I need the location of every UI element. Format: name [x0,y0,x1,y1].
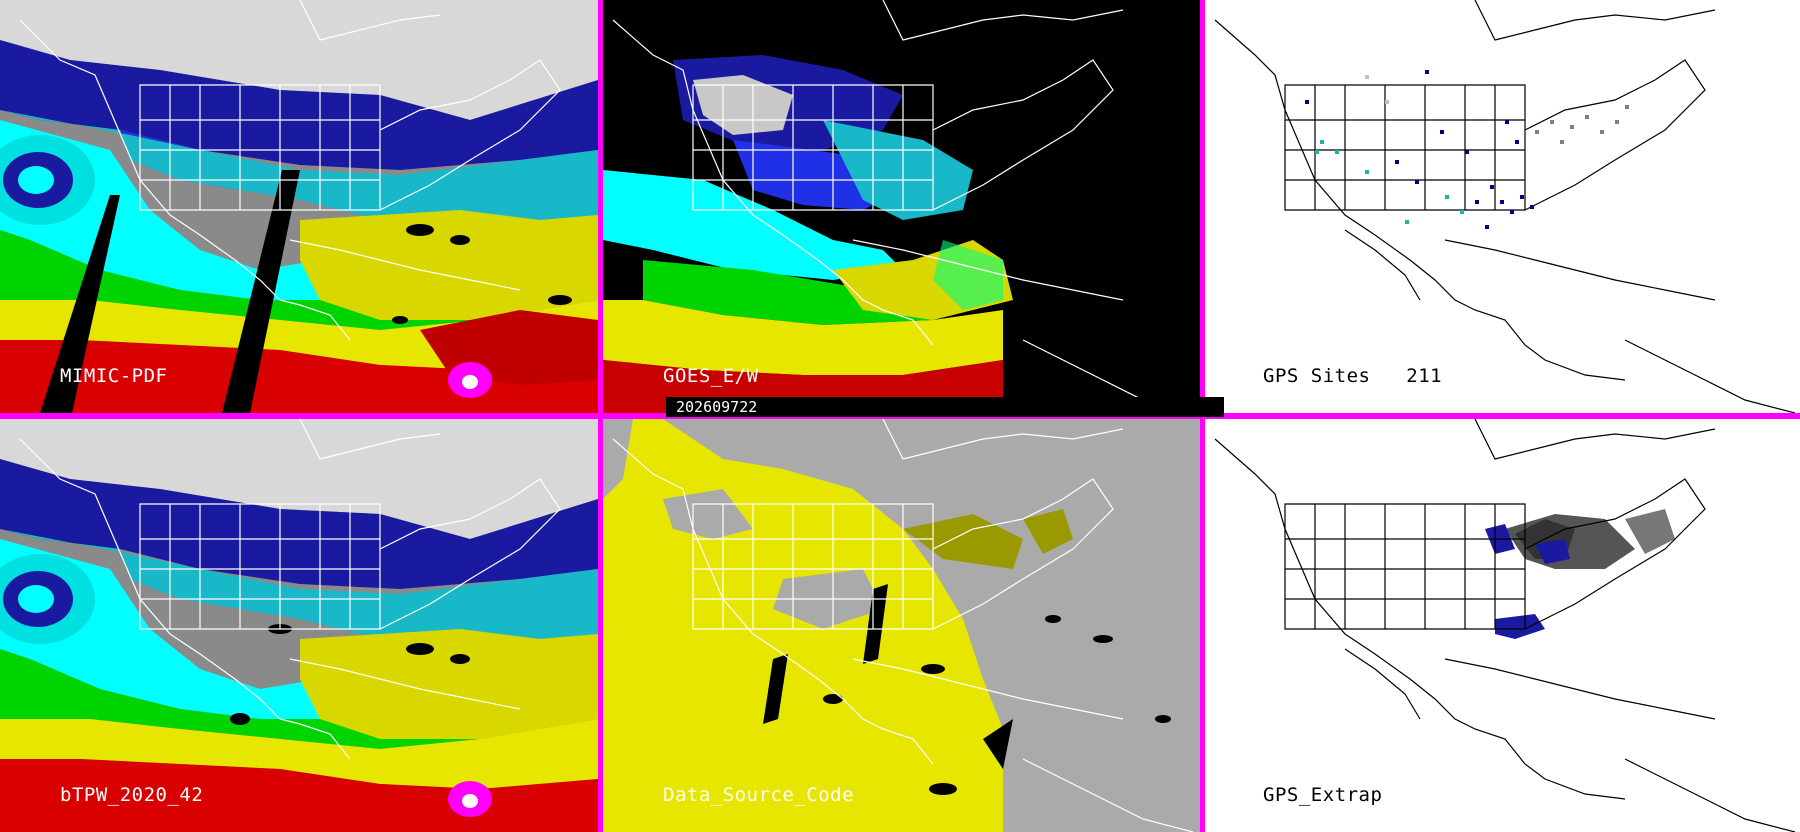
panel-label-btpw: bTPW_2020_42 [60,784,204,806]
map-panel-btpw[interactable]: bTPW_2020_42 [0,419,598,832]
data-source-map [603,419,1200,832]
gps-site-markers [1305,70,1629,229]
panel-label-goes: GOES_E/W [663,365,759,387]
map-panel-data-source[interactable]: Data_Source_Code [603,419,1200,832]
panel-label-data-source: Data_Source_Code [663,784,855,806]
mimic-tpw-map [0,0,598,413]
gps-extrap-map [1205,419,1800,832]
map-panel-goes[interactable]: GOES_E/W [603,0,1200,413]
map-panel-mimic[interactable]: MIMIC-PDF [0,0,598,413]
panel-label-mimic: MIMIC-PDF [60,365,168,387]
map-panel-gps-sites[interactable]: GPS Sites 211 [1205,0,1800,413]
goes-tpw-map [603,0,1200,413]
panel-label-gps-extrap: GPS_Extrap [1263,784,1383,806]
timestamp-bar: 202609722 [666,397,1224,417]
gps-sites-map [1205,0,1800,413]
panel-label-gps-sites: GPS Sites 211 [1263,365,1443,387]
btpw-map [0,419,598,832]
map-panel-gps-extrap[interactable]: GPS_Extrap [1205,419,1800,832]
